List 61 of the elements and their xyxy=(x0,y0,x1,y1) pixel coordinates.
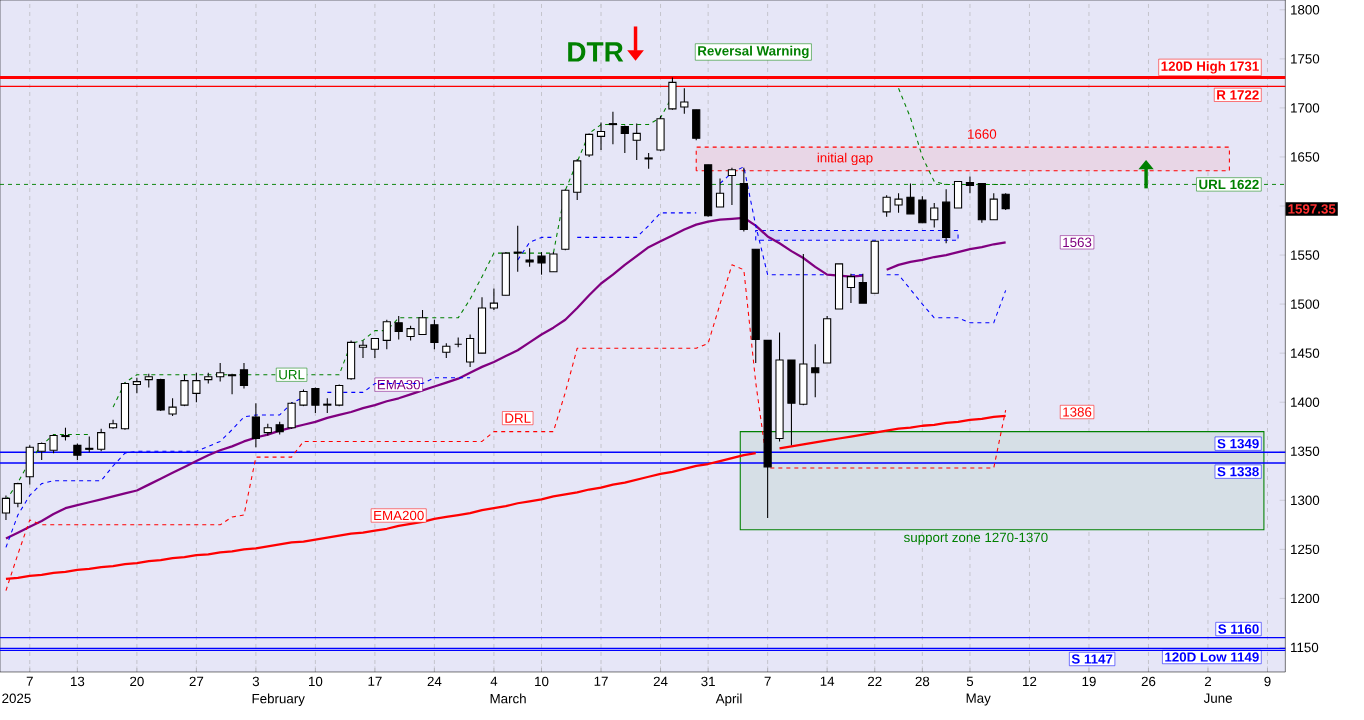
y-tick-label: 1800 xyxy=(1291,5,1320,15)
ref-line-label: S 1147 xyxy=(1071,654,1113,664)
ref-line-label: 120D Low 1149 xyxy=(1165,652,1259,662)
y-tick-label: 1750 xyxy=(1291,54,1320,64)
y-tick-label: 1400 xyxy=(1291,397,1320,407)
x-tick-label: 17 xyxy=(594,676,608,686)
x-tick-label: 7 xyxy=(764,676,771,686)
y-tick-label: 1500 xyxy=(1291,299,1320,309)
annotation: DTR xyxy=(568,42,624,62)
text: 2025 xyxy=(2,693,31,704)
x-tick-label: 26 xyxy=(1141,676,1156,687)
band-label: support zone 1270-1370 xyxy=(904,532,1048,545)
ref-line-label: S 1349 xyxy=(1217,438,1259,449)
ref-line-label: URL 1622 xyxy=(1199,179,1259,190)
ref-line-label: 120D High 1731 xyxy=(1161,61,1259,74)
x-tick-label: 2 xyxy=(1204,676,1212,686)
y-tick-label: 1350 xyxy=(1291,446,1320,456)
annotation: Reversal Warning xyxy=(698,45,809,59)
y-tick-label: 1650 xyxy=(1291,152,1320,162)
y-tick-label: 1450 xyxy=(1291,348,1320,358)
x-tick-label: 14 xyxy=(820,676,835,686)
x-tick-label: 31 xyxy=(701,676,715,687)
x-tick-label: 7 xyxy=(26,676,33,686)
y-tick-label: 1150 xyxy=(1291,642,1319,653)
x-tick-label: 17 xyxy=(368,676,382,686)
x-tick-label: 20 xyxy=(130,676,144,687)
annotation: 1386 xyxy=(1063,407,1092,417)
text: May xyxy=(966,693,991,706)
annotation: 1660 xyxy=(968,129,997,139)
x-tick-label: 13 xyxy=(70,676,85,687)
y-tick-label: 1300 xyxy=(1291,495,1320,506)
band-label: initial gap xyxy=(817,152,873,166)
y-tick-label: 1250 xyxy=(1291,544,1320,555)
text: April xyxy=(715,693,742,707)
series-label: EMA30 xyxy=(377,379,421,390)
x-tick-label: 10 xyxy=(535,676,549,687)
y-tick-label: 1700 xyxy=(1291,103,1320,113)
x-tick-label: 3 xyxy=(252,676,260,687)
x-tick-label: 5 xyxy=(966,676,974,686)
annotation: 1563 xyxy=(1063,237,1092,248)
y-tick-label: 1550 xyxy=(1291,250,1320,260)
x-tick-label: 24 xyxy=(653,676,668,686)
text: March xyxy=(490,693,526,704)
x-tick-label: 4 xyxy=(490,676,498,686)
x-tick-label: 22 xyxy=(868,676,882,686)
x-tick-label: 28 xyxy=(915,676,930,687)
series-label: EMA200 xyxy=(374,510,424,521)
x-tick-label: 10 xyxy=(309,676,323,687)
text: February xyxy=(252,693,305,707)
x-tick-label: 27 xyxy=(189,676,204,686)
text: 1597.35 xyxy=(1288,204,1336,214)
ref-line-label: R 1722 xyxy=(1217,90,1259,100)
y-tick-label: 1200 xyxy=(1291,593,1320,604)
x-tick-label: 12 xyxy=(1023,676,1037,686)
series-label: DRL xyxy=(505,413,531,423)
ref-line-label: S 1338 xyxy=(1217,466,1259,477)
text: June xyxy=(1203,693,1232,703)
ref-line-label: S 1160 xyxy=(1218,624,1259,634)
x-tick-label: 24 xyxy=(427,676,442,686)
x-tick-label: 9 xyxy=(1264,676,1271,687)
x-tick-label: 19 xyxy=(1082,676,1096,687)
